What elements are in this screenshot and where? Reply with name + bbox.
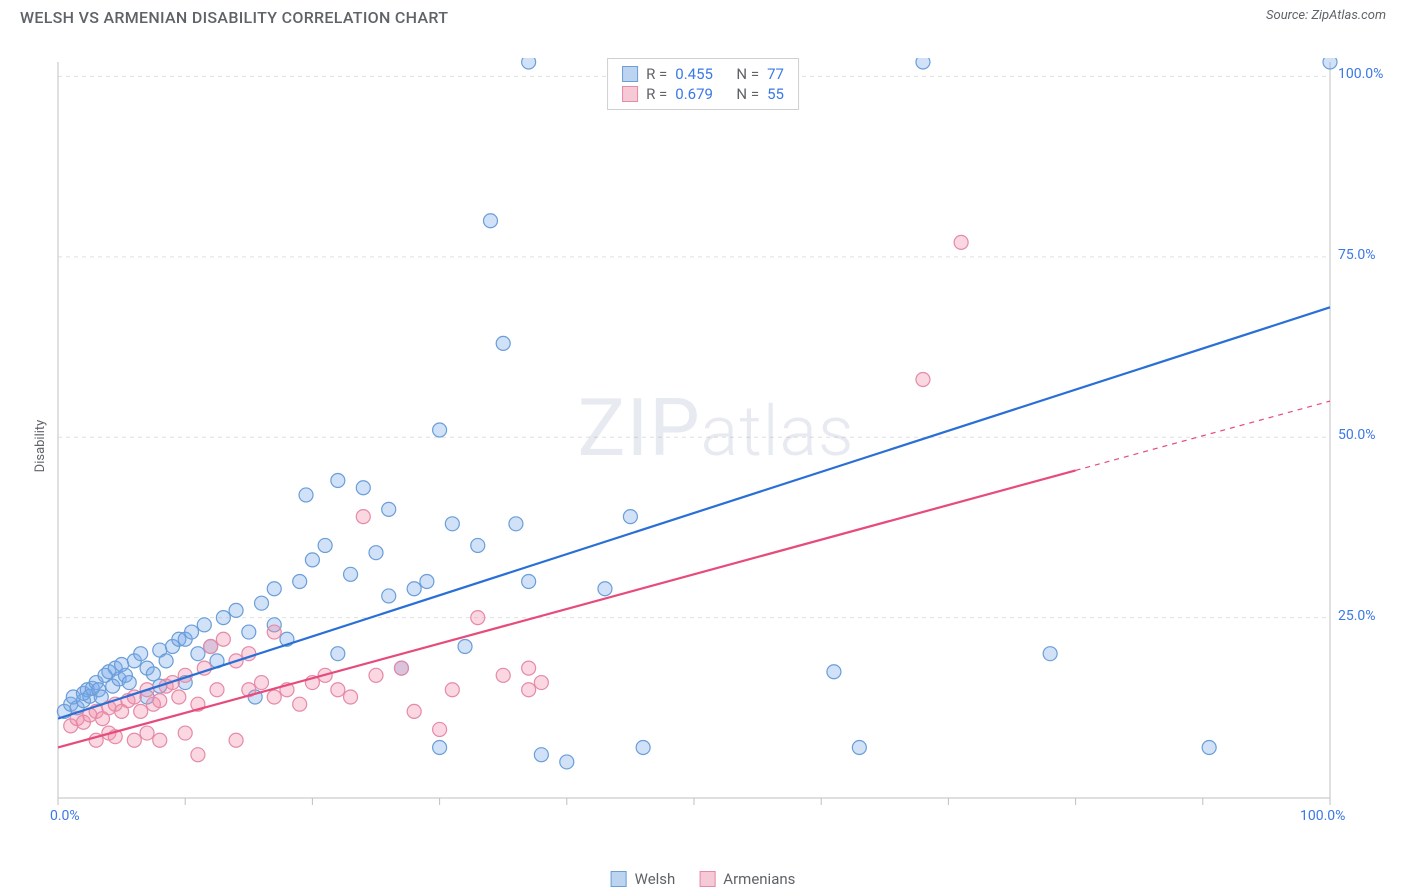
r-value-armenians: 0.679: [675, 85, 713, 103]
n-label: N =: [736, 85, 759, 103]
source-attribution: Source: ZipAtlas.com: [1266, 8, 1386, 23]
chart-title: WELSH VS ARMENIAN DISABILITY CORRELATION…: [20, 8, 448, 27]
stats-row-armenians: R = 0.679 N = 55: [622, 85, 784, 103]
stats-row-welsh: R = 0.455 N = 77: [622, 65, 784, 83]
axis-tick-label: 50.0%: [1338, 427, 1376, 443]
swatch-armenians: [622, 86, 638, 102]
chart-header: WELSH VS ARMENIAN DISABILITY CORRELATION…: [0, 0, 1406, 31]
legend-item-welsh: Welsh: [611, 870, 676, 888]
legend-item-armenians: Armenians: [699, 870, 795, 888]
r-value-welsh: 0.455: [675, 65, 713, 83]
r-label: R =: [646, 85, 667, 103]
axis-tick-label: 75.0%: [1338, 247, 1376, 263]
chart-plot-area: ZIPatlas: [48, 58, 1384, 828]
n-value-welsh: 77: [767, 65, 784, 83]
n-label: N =: [736, 65, 759, 83]
bottom-legend: Welsh Armenians: [611, 870, 796, 888]
swatch-welsh-bottom: [611, 871, 627, 887]
y-axis-label: Disability: [33, 420, 48, 473]
swatch-armenians-bottom: [699, 871, 715, 887]
axis-tick-label: 100.0%: [1338, 66, 1383, 82]
axis-tick-label: 0.0%: [50, 808, 80, 824]
axis-tick-label: 100.0%: [1300, 808, 1345, 824]
swatch-welsh: [622, 66, 638, 82]
scatter-chart-svg: [48, 58, 1384, 828]
legend-label-armenians: Armenians: [723, 870, 795, 888]
n-value-armenians: 55: [767, 85, 784, 103]
source-name: ZipAtlas.com: [1311, 8, 1386, 23]
source-prefix: Source:: [1266, 8, 1311, 23]
r-label: R =: [646, 65, 667, 83]
legend-label-welsh: Welsh: [635, 870, 676, 888]
stats-legend-box: R = 0.455 N = 77 R = 0.679 N = 55: [607, 58, 799, 110]
axis-tick-label: 25.0%: [1338, 608, 1376, 624]
